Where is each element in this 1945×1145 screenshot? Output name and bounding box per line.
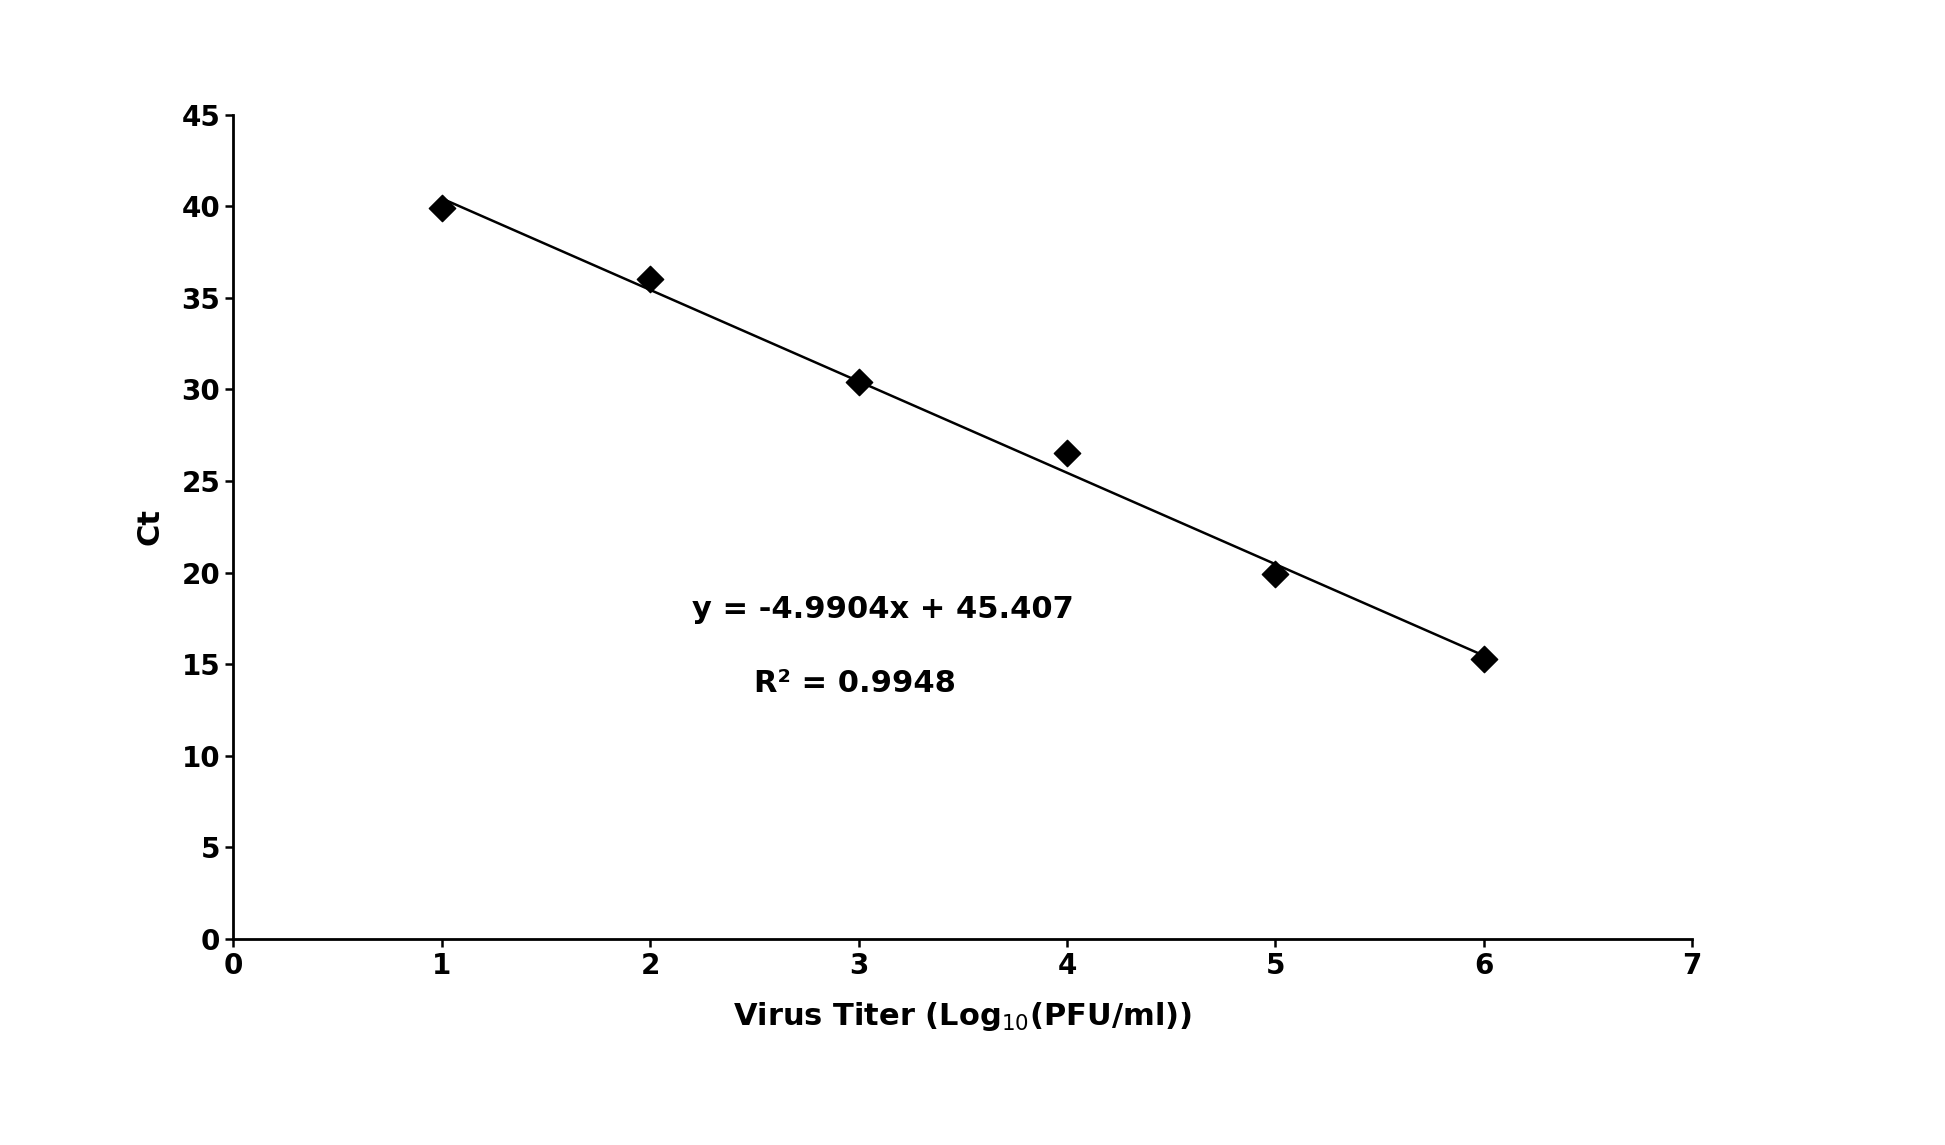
Text: y = -4.9904x + 45.407: y = -4.9904x + 45.407 bbox=[692, 595, 1074, 624]
Y-axis label: Ct: Ct bbox=[136, 508, 165, 545]
Point bbox=[1052, 444, 1083, 463]
X-axis label: Virus Titer (Log$_{10}$(PFU/ml)): Virus Titer (Log$_{10}$(PFU/ml)) bbox=[733, 1000, 1192, 1033]
Text: R² = 0.9948: R² = 0.9948 bbox=[755, 669, 957, 697]
Point bbox=[426, 199, 457, 218]
Point bbox=[1260, 566, 1291, 584]
Point bbox=[842, 373, 873, 392]
Point bbox=[1468, 649, 1500, 668]
Point bbox=[634, 270, 665, 289]
